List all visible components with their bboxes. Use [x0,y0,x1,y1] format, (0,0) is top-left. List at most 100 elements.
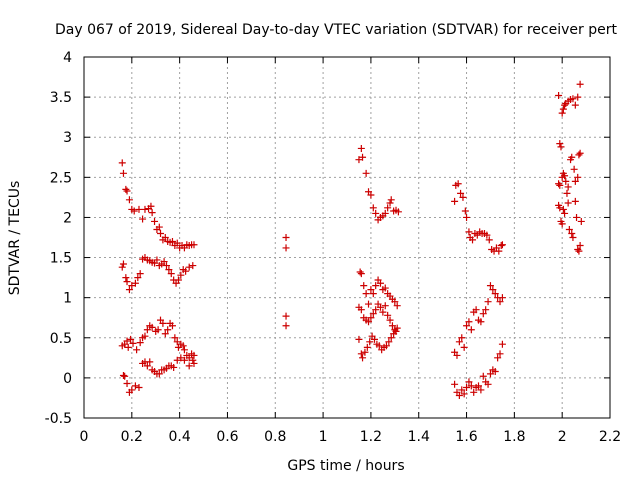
data-point [136,270,144,278]
data-point [159,319,167,327]
data-point [459,193,467,201]
data-point [574,93,582,101]
data-point [457,189,465,197]
data-point [558,220,566,228]
data-point [143,362,151,370]
data-point [555,92,563,100]
data-point [381,284,389,292]
data-point [135,384,143,392]
grid [84,57,610,418]
data-point [455,392,463,400]
data-point [470,388,478,396]
data-point [127,335,135,343]
data-point [568,229,576,237]
data-point [359,153,367,161]
data-point [498,241,506,249]
data-point [366,338,374,346]
data-point [484,298,492,306]
data-point [177,271,185,279]
data-point [386,316,394,324]
data-point [153,256,161,264]
data-point [576,149,584,157]
data-point [465,228,473,236]
data-point [362,290,370,298]
data-point [497,242,505,250]
data-point [384,204,392,212]
axis-ticks: 0 0.2 0.4 0.6 0.8 1 1.2 1.4 1.6 1.8 2 2.2 -0.5 0 0.5 1 1… [45,50,621,445]
data-point [143,326,151,334]
data-point [168,322,176,330]
data-point [128,386,136,394]
x-tick-label: 1.6 [455,429,477,445]
data-point [190,241,198,249]
y-tick-label: 2.5 [50,170,72,186]
y-tick-label: 0.5 [50,331,72,347]
plot-frame [83,56,611,419]
data-point [477,318,485,326]
data-point [479,310,487,318]
x-tick-label: 1 [319,429,328,445]
data-point [574,173,582,181]
data-point [384,311,392,319]
data-point [458,334,466,342]
data-point [498,294,506,302]
data-point [455,338,463,346]
data-point [454,180,462,188]
data-point [118,159,126,167]
data-point [180,356,188,364]
data-point [376,303,384,311]
data-point [123,380,131,388]
data-point [451,197,459,205]
data-point [489,286,497,294]
data-point [469,236,477,244]
data-point [460,390,468,398]
data-point [557,143,565,151]
y-tick-label: -0.5 [45,411,72,427]
data-point [555,180,563,188]
data-point [167,270,175,278]
data-point [558,109,566,117]
data-point [574,246,582,254]
data-point [161,234,169,241]
data-point [565,225,573,233]
data-point [157,229,165,237]
data-point [118,263,126,271]
data-point [367,314,375,322]
data-point [367,191,375,199]
data-point [391,298,399,306]
data-point [475,382,482,390]
x-tick-label: 0.2 [121,429,143,445]
data-point [461,207,469,215]
data-point [491,367,499,375]
data-point [119,260,127,268]
data-point [381,302,389,310]
data-point [392,327,400,335]
data-point [129,339,137,347]
data-point [387,334,395,342]
data-point [463,384,471,392]
data-point [485,236,493,244]
data-point [131,279,139,287]
data-point [559,205,567,213]
data-point [465,378,473,386]
data-point [386,199,394,207]
data-point [355,335,363,343]
data-point [453,351,461,359]
data-point [561,172,569,180]
data-point [151,217,159,225]
data-point [486,282,494,290]
data-point [467,326,475,334]
data-point [356,268,364,276]
data-point [161,330,169,338]
data-point [563,189,571,197]
y-axis-label: SDTVAR / TECUs [7,181,23,296]
data-point [190,359,198,367]
data-point [179,342,187,350]
data-point [382,342,390,350]
data-point [282,234,290,241]
data-point [182,267,190,275]
x-tick-label: 1.4 [408,429,430,445]
data-point [460,343,468,351]
data-point [173,356,181,364]
